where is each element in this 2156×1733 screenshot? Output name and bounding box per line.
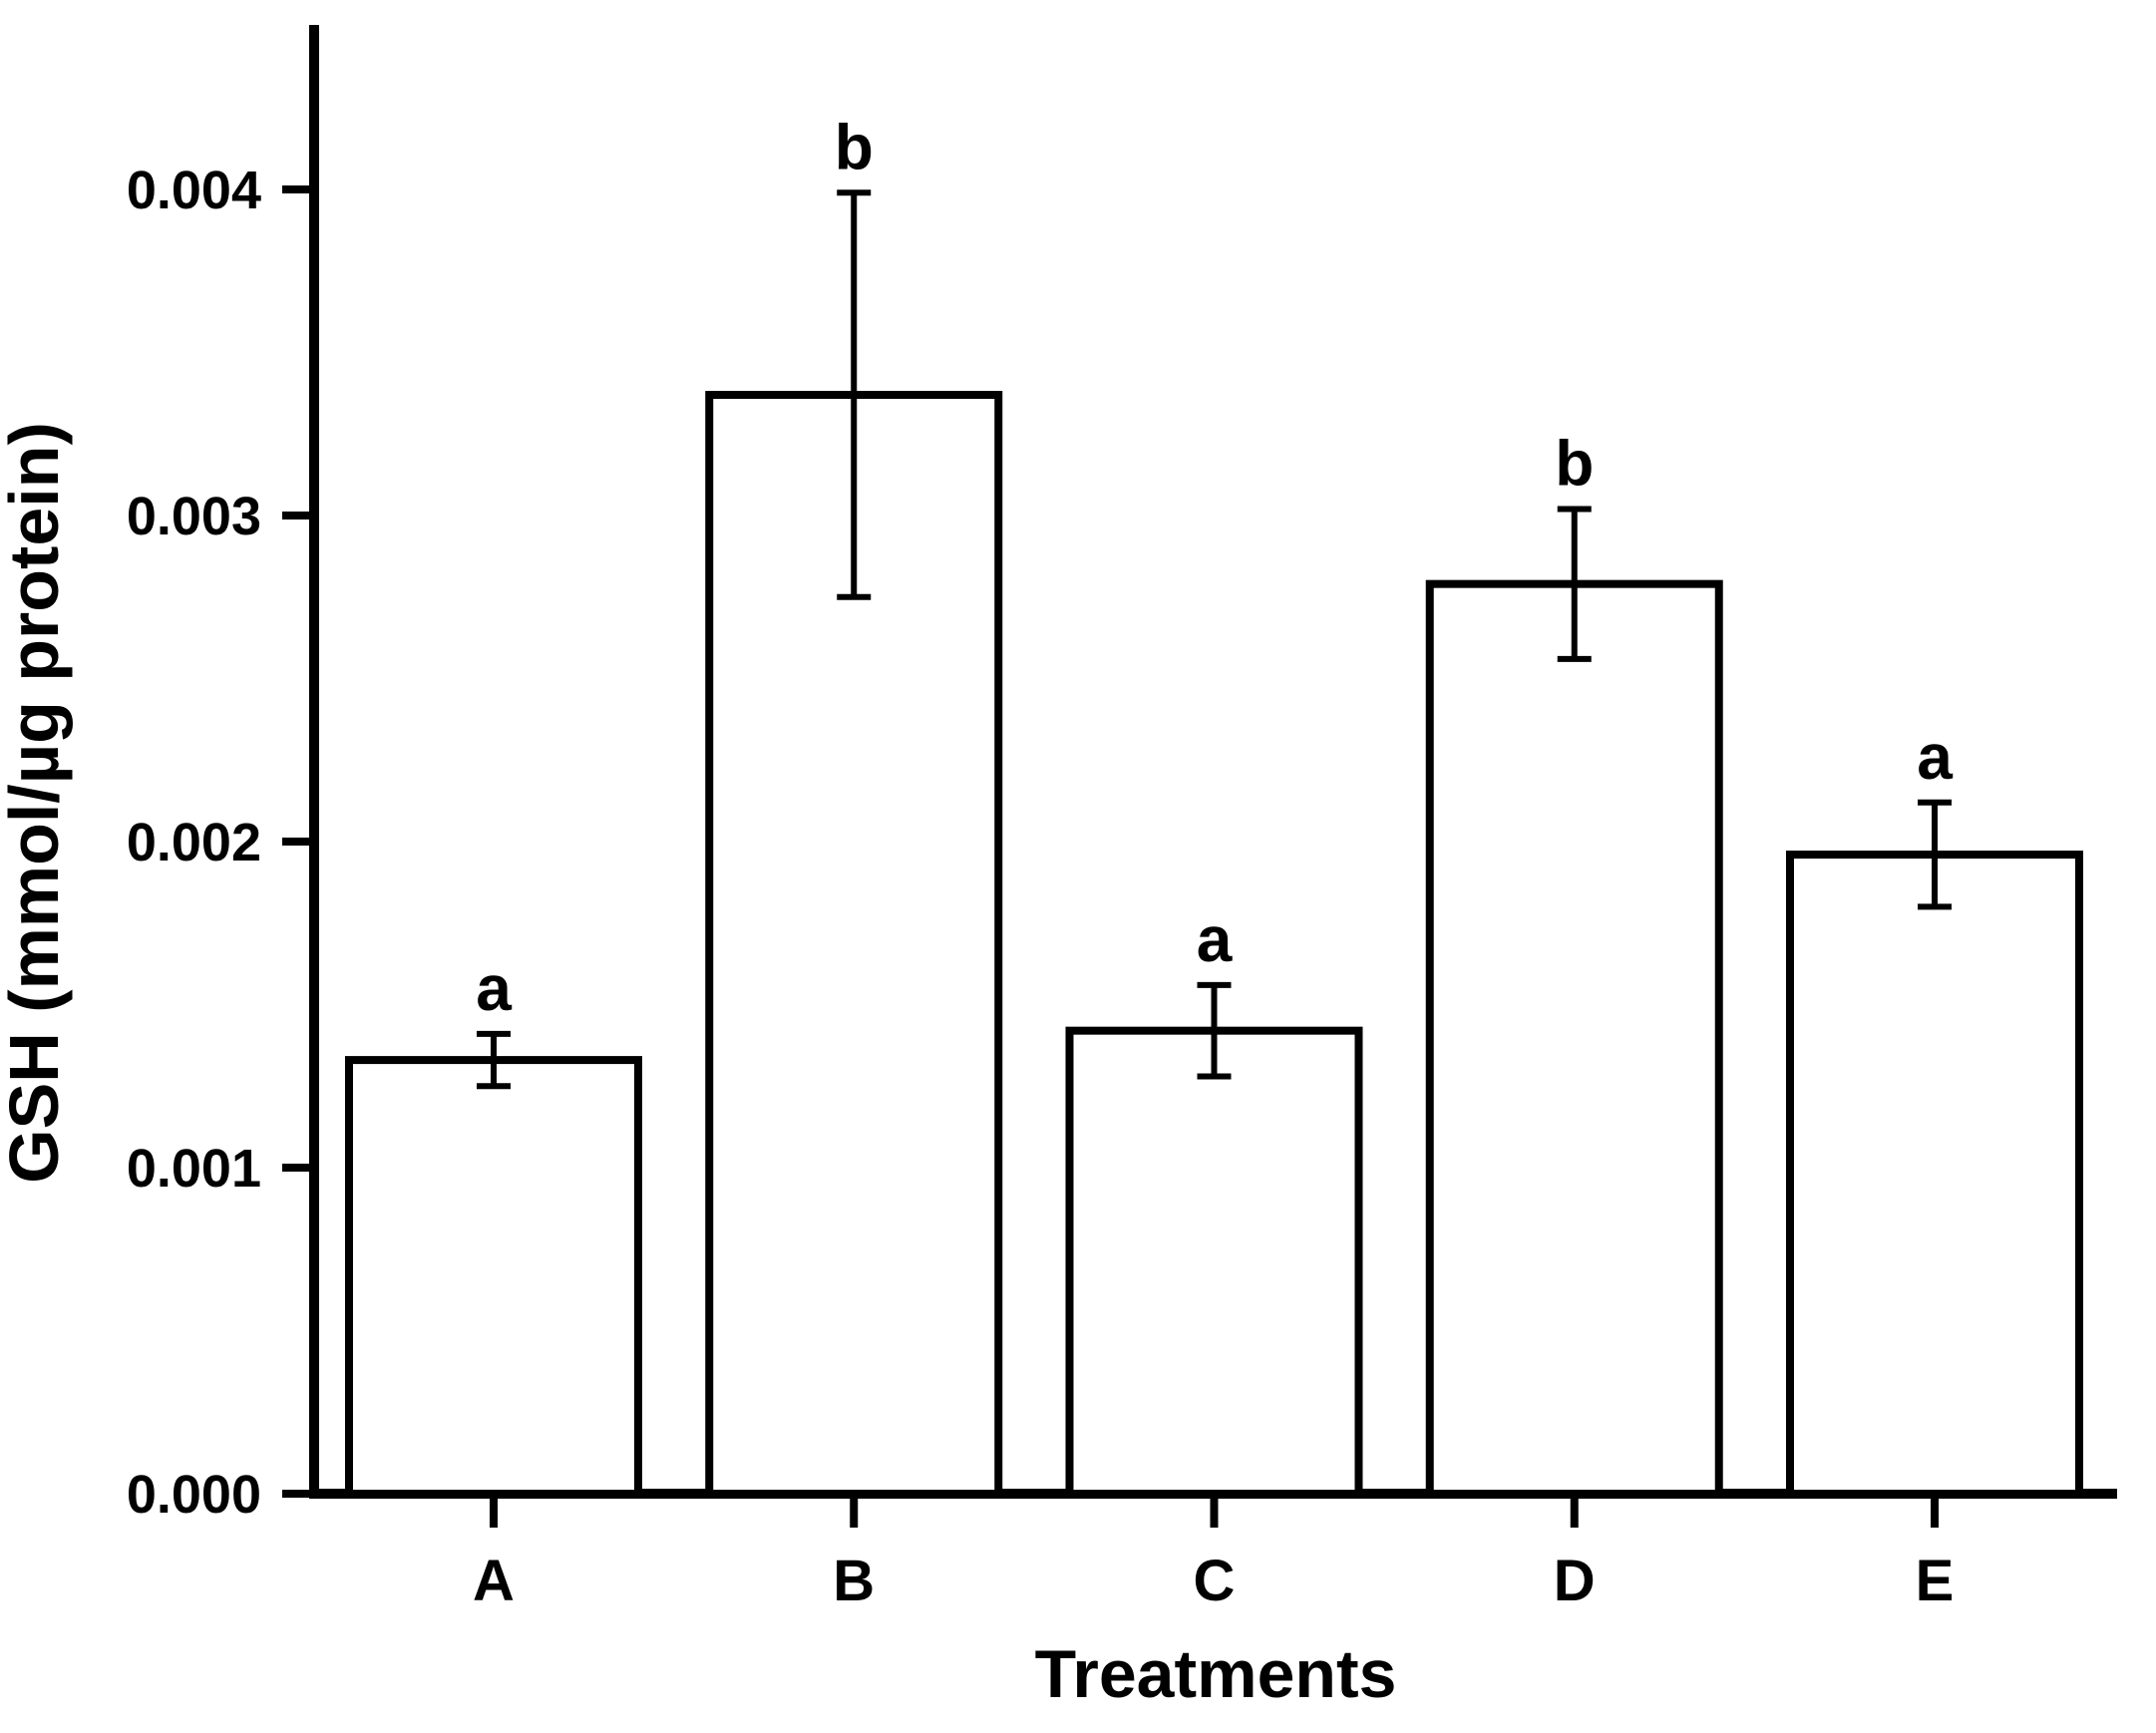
y-tick-label: 0.003 bbox=[127, 487, 261, 546]
significance-letter-A: a bbox=[476, 952, 512, 1024]
bar-C bbox=[1065, 1026, 1363, 1499]
x-tick-label-B: B bbox=[833, 1549, 875, 1613]
y-tick-label: 0.004 bbox=[127, 161, 261, 220]
bar-E bbox=[1786, 851, 2083, 1498]
y-axis-title: GSH (mmol/µg protein) bbox=[0, 422, 73, 1184]
significance-letter-C: a bbox=[1197, 903, 1233, 975]
significance-letter-B: b bbox=[835, 111, 874, 182]
y-tick-label: 0.002 bbox=[127, 813, 261, 872]
significance-letter-D: b bbox=[1555, 427, 1594, 499]
x-tick-label-A: A bbox=[473, 1549, 515, 1613]
bar-A bbox=[345, 1056, 642, 1498]
x-axis-title: Treatments bbox=[1035, 1636, 1397, 1712]
y-tick-label: 0.001 bbox=[127, 1139, 261, 1199]
x-tick-label-E: E bbox=[1916, 1549, 1955, 1613]
significance-letter-E: a bbox=[1917, 721, 1953, 793]
y-tick-label: 0.000 bbox=[127, 1465, 261, 1525]
x-tick-label-C: C bbox=[1194, 1549, 1236, 1613]
bar-D bbox=[1425, 579, 1723, 1498]
x-tick-label-D: D bbox=[1554, 1549, 1596, 1613]
